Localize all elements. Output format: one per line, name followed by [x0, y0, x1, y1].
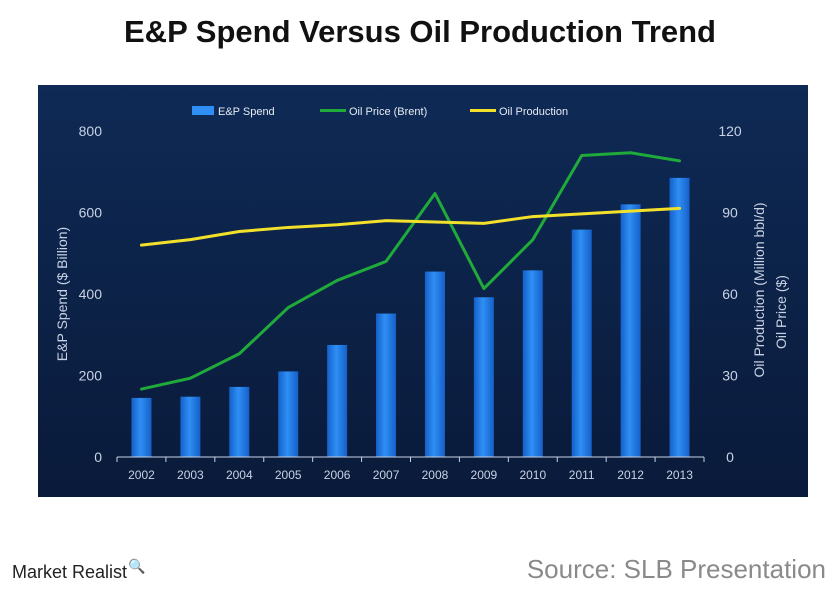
chart-svg: 0 200 400 600 800 0 30 60 90 120 2002 2003 2004 2005 2… — [38, 85, 808, 497]
x-tick-label: 2007 — [373, 468, 400, 482]
brand-name: Market Realist — [12, 562, 128, 582]
legend-label-oil-price-brent: Oil Price (Brent) — [349, 106, 427, 118]
x-tick-label: 2010 — [519, 468, 546, 482]
y2-axis-label-price: Oil Price ($) — [773, 275, 789, 349]
y2-tick-label: 90 — [722, 205, 738, 221]
y-axis-label: E&P Spend ($ Billion) — [54, 227, 70, 361]
page-title: E&P Spend Versus Oil Production Trend — [124, 14, 716, 49]
y-tick-label: 200 — [79, 368, 103, 384]
chart-background — [38, 85, 808, 497]
y-tick-label: 600 — [79, 205, 103, 221]
bar-2004 — [229, 386, 250, 457]
bar-2003 — [180, 396, 201, 457]
legend-label-e-p-spend: E&P Spend — [218, 106, 275, 118]
x-tick-label: 2003 — [177, 468, 204, 482]
bar-2009 — [473, 297, 494, 457]
bar-2006 — [327, 344, 348, 457]
x-tick-label: 2012 — [617, 468, 644, 482]
y-tick-label: 800 — [79, 123, 103, 139]
bar-2012 — [620, 204, 641, 457]
magnifier-chart-icon: 🔍 — [128, 558, 146, 574]
bar-2002 — [131, 397, 152, 457]
x-tick-label: 2006 — [324, 468, 351, 482]
line-oil-price-brent — [139, 151, 682, 391]
y2-tick-label: 120 — [718, 123, 742, 139]
bar-2013 — [669, 177, 690, 458]
x-tick-label: 2009 — [471, 468, 498, 482]
y2-tick-label: 60 — [722, 286, 738, 302]
x-tick-label: 2002 — [128, 468, 155, 482]
bar-2011 — [571, 229, 592, 457]
brand-logo: Market Realist🔍 — [12, 558, 145, 583]
bar-2005 — [278, 371, 299, 457]
legend-swatch-e-p-spend — [192, 106, 214, 115]
x-tick-label: 2004 — [226, 468, 253, 482]
y-tick-label: 0 — [94, 449, 102, 465]
bar-2010 — [522, 270, 543, 457]
y2-tick-label: 30 — [722, 368, 738, 384]
legend-label-oil-production: Oil Production — [499, 106, 568, 118]
bar-2007 — [376, 313, 397, 457]
x-tick-label: 2005 — [275, 468, 302, 482]
source-note: Source: SLB Presentation — [526, 554, 826, 584]
y2-axis-label-production: Oil Production (Million bbl/d) — [751, 202, 767, 377]
bar-2008 — [424, 271, 445, 457]
y2-tick-label: 0 — [726, 449, 734, 465]
x-tick-label: 2008 — [422, 468, 449, 482]
line-oil-production — [139, 206, 682, 247]
x-tick-label: 2013 — [666, 468, 693, 482]
x-tick-label: 2011 — [569, 468, 595, 482]
chart-panel: 0 200 400 600 800 0 30 60 90 120 2002 2003 2004 2005 2… — [38, 85, 808, 497]
y-tick-label: 400 — [79, 286, 103, 302]
